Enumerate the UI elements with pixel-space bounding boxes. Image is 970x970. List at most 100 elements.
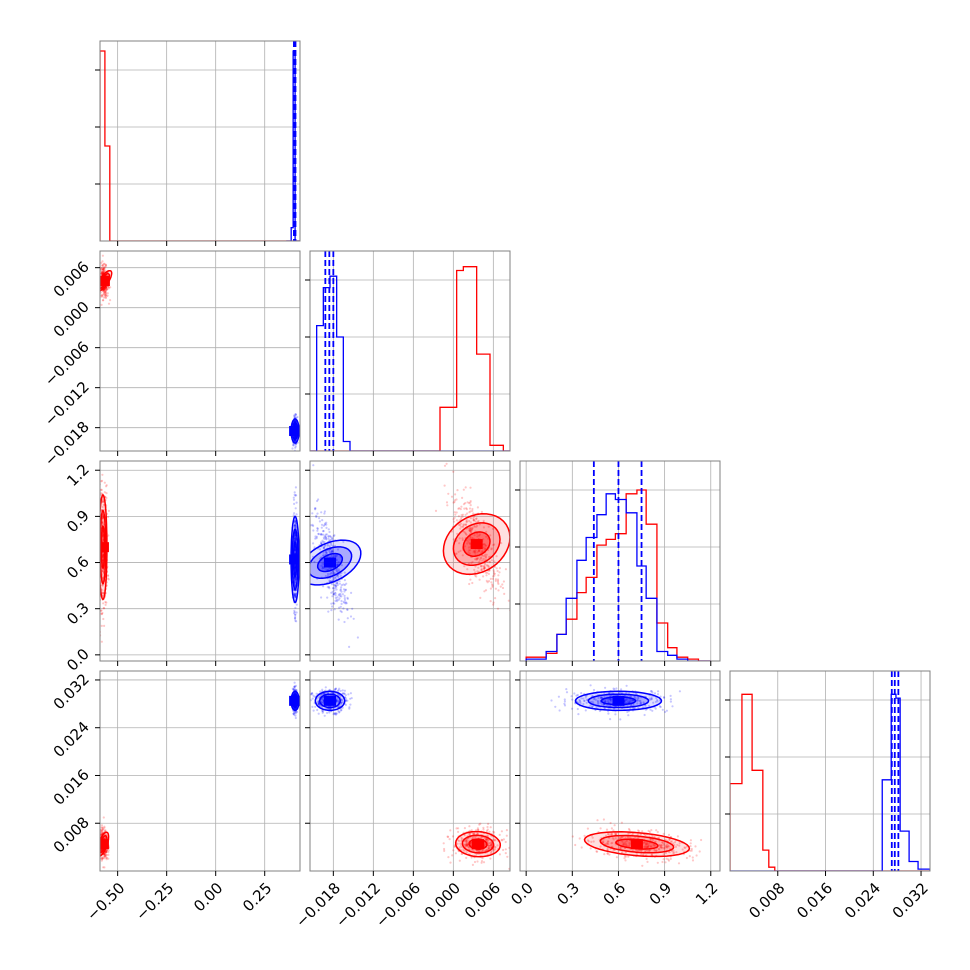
scatter-point	[102, 828, 105, 831]
scatter-point	[628, 829, 631, 832]
scatter-point	[329, 580, 332, 583]
scatter-point	[349, 697, 352, 700]
scatter-point	[462, 523, 465, 526]
scatter-point	[333, 555, 336, 558]
scatter-point	[334, 599, 337, 603]
scatter-point	[462, 525, 465, 528]
scatter-point	[321, 711, 324, 714]
scatter-point	[648, 830, 652, 834]
scatter-point	[443, 847, 446, 851]
scatter-point	[442, 842, 445, 845]
scatter-point	[478, 849, 481, 853]
scatter-point	[294, 552, 297, 555]
scatter-point	[97, 502, 99, 504]
scatter-point	[323, 510, 326, 513]
scatter-point	[340, 590, 343, 593]
scatter-point	[493, 543, 496, 546]
scatter-point	[476, 557, 479, 560]
scatter-point	[294, 520, 297, 523]
scatter-point	[583, 834, 586, 838]
scatter-point	[334, 577, 337, 580]
scatter-point	[321, 567, 324, 570]
scatter-point	[482, 542, 485, 546]
scatter-point	[340, 584, 343, 587]
scatter-point	[321, 519, 324, 522]
scatter-point	[653, 849, 656, 852]
scatter-point	[291, 687, 294, 690]
scatter-point	[669, 840, 673, 844]
scatter-point	[102, 270, 105, 273]
scatter-point	[585, 701, 588, 704]
scatter-point	[457, 550, 460, 554]
scatter-point	[643, 713, 646, 717]
scatter-point	[466, 843, 469, 846]
scatter-point	[639, 701, 643, 704]
scatter-point	[102, 500, 105, 503]
scatter-point	[636, 702, 639, 705]
scatter-point	[446, 835, 449, 838]
scatter-point	[650, 845, 653, 848]
scatter-point	[473, 549, 476, 552]
scatter-point	[659, 844, 662, 848]
scatter-point	[579, 702, 582, 705]
scatter-point	[103, 857, 106, 860]
scatter-point	[294, 578, 297, 581]
scatter-point	[599, 696, 602, 700]
scatter-point	[479, 850, 482, 853]
scatter-point	[293, 580, 296, 583]
scatter-point	[317, 696, 320, 699]
scatter-point	[293, 578, 296, 581]
scatter-point	[607, 832, 610, 835]
scatter-point	[510, 851, 512, 853]
scatter-point	[606, 833, 610, 836]
scatter-point	[101, 264, 104, 267]
scatter-point	[465, 507, 468, 510]
scatter-point	[107, 849, 110, 852]
scatter-point	[488, 561, 491, 564]
y-tick-label: 0.9	[63, 506, 93, 536]
scatter-point	[294, 443, 297, 446]
scatter-point	[635, 849, 638, 852]
scatter-point	[292, 498, 296, 501]
scatter-point	[620, 846, 623, 849]
scatter-point	[313, 560, 316, 564]
scatter-point	[604, 686, 607, 689]
scatter-point	[104, 291, 107, 294]
scatter-point	[325, 521, 328, 524]
scatter-point	[102, 299, 105, 302]
scatter-point	[500, 830, 503, 833]
scatter-point	[330, 609, 333, 612]
scatter-point	[344, 588, 347, 591]
scatter-point	[292, 688, 295, 691]
scatter-point	[103, 481, 106, 484]
scatter-point	[338, 687, 341, 690]
scatter-point	[443, 464, 447, 467]
scatter-point	[100, 261, 103, 264]
scatter-point	[292, 712, 295, 715]
scatter-point	[101, 826, 104, 829]
scatter-point	[294, 595, 297, 598]
scatter-point	[102, 270, 105, 274]
scatter-point	[348, 645, 351, 649]
scatter-point	[457, 827, 460, 830]
scatter-point	[471, 527, 474, 531]
scatter-point	[669, 857, 672, 861]
scatter-point	[100, 624, 103, 628]
scatter-point	[100, 613, 103, 616]
scatter-point	[477, 832, 480, 835]
scatter-point	[625, 701, 628, 704]
scatter-point	[480, 550, 483, 554]
scatter-point	[458, 507, 461, 510]
scatter-point	[342, 540, 345, 543]
scatter-point	[434, 509, 438, 512]
scatter-point	[663, 696, 666, 699]
scatter-point	[644, 833, 647, 837]
scatter-point	[648, 697, 651, 700]
scatter-point	[294, 594, 297, 597]
scatter-point	[107, 534, 110, 537]
scatter-point	[451, 835, 455, 838]
scatter-point	[294, 539, 297, 542]
scatter-point	[100, 272, 103, 275]
scatter-point	[487, 846, 491, 849]
